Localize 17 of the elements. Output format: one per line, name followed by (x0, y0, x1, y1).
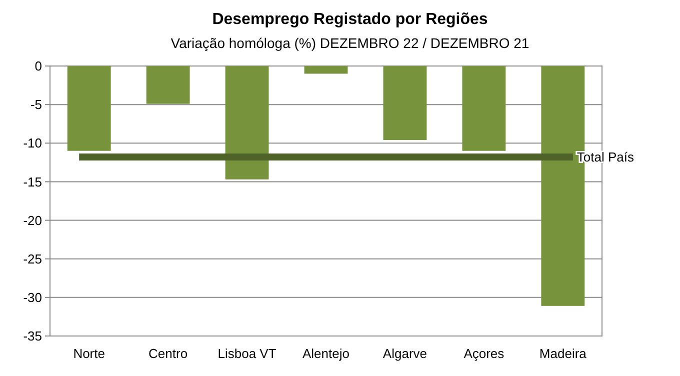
x-tick-label: Alentejo (302, 346, 350, 361)
y-tick-label: -35 (23, 328, 42, 344)
chart-title: Desemprego Registado por Regiões (212, 11, 488, 28)
y-tick-label: -25 (23, 251, 42, 266)
x-tick-label: Centro (148, 346, 188, 361)
y-tick-label: -5 (30, 97, 42, 112)
x-tick-label: Algarve (382, 346, 428, 361)
y-tick-label: -10 (23, 136, 42, 151)
y-tick-label: 0 (34, 58, 42, 74)
y-tick-label: -15 (23, 174, 42, 190)
x-tick-label: Madeira (539, 346, 588, 361)
y-tick-label: -20 (23, 212, 42, 228)
y-tick-label: -30 (23, 290, 42, 305)
chart-subtitle: Variação homóloga (%) DEZEMBRO 22 / DEZEMBRO 21 (170, 35, 530, 51)
x-tick-label: Lisboa VT (218, 346, 276, 361)
x-tick-label: Norte (73, 346, 105, 361)
x-tick-label: Açores (464, 346, 505, 361)
